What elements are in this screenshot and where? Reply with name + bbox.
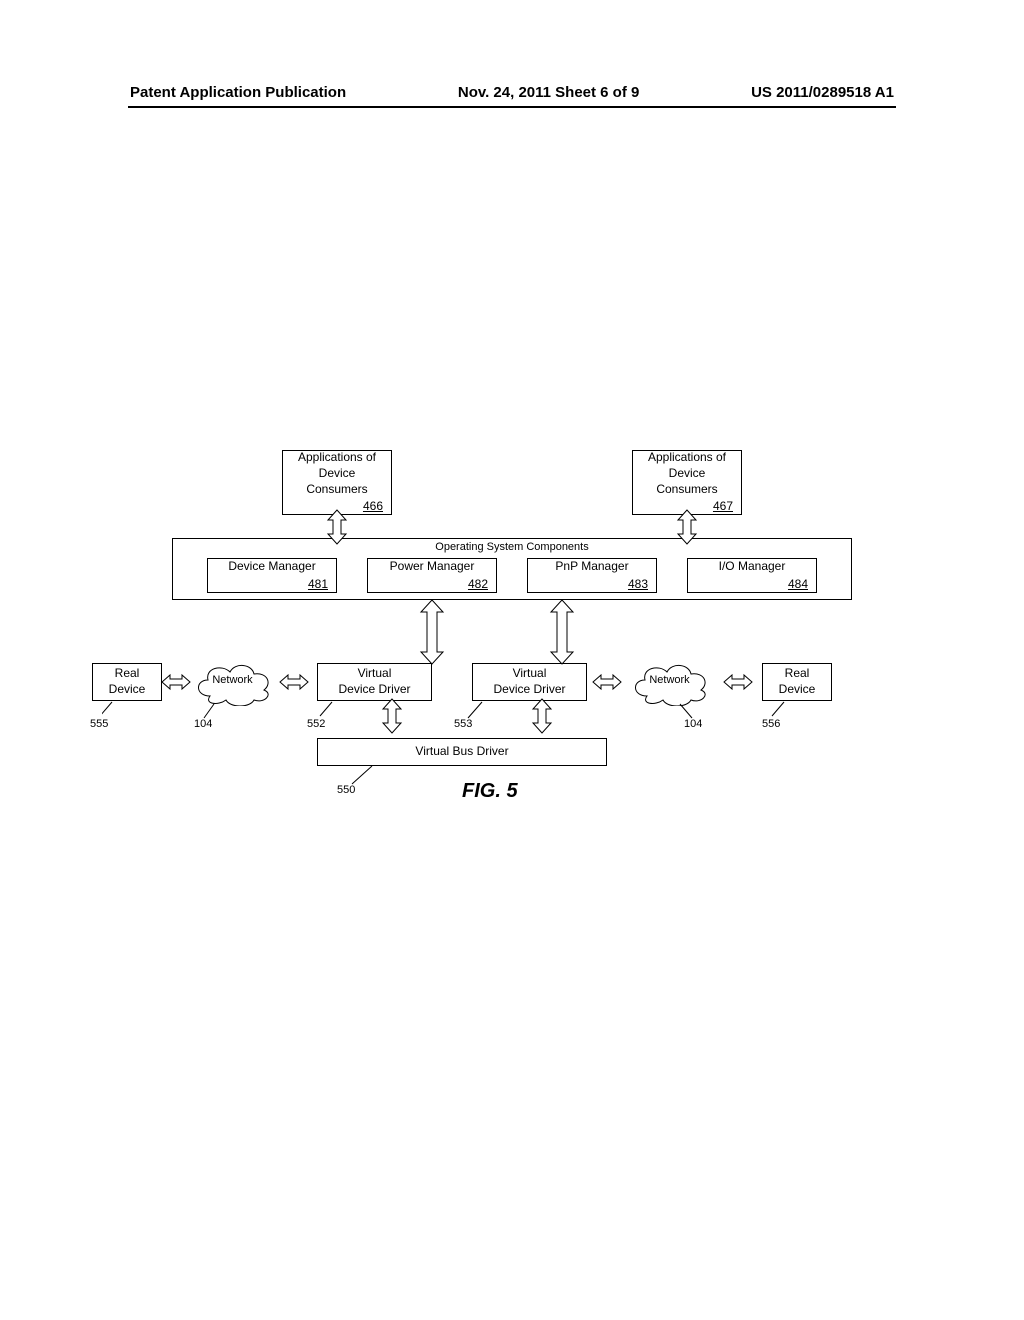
text: Device: [109, 682, 146, 698]
box-io-manager: I/O Manager 484: [687, 558, 817, 593]
text: Real: [785, 666, 810, 682]
page-header: Patent Application Publication Nov. 24, …: [130, 84, 894, 101]
box-virtual-bus-driver: Virtual Bus Driver: [317, 738, 607, 766]
ref: 484: [788, 577, 808, 593]
ref-550: 550: [337, 784, 355, 796]
box-applications-right: Applications of Device Consumers 467: [632, 450, 742, 515]
header-right: US 2011/0289518 A1: [751, 84, 894, 101]
text: Applications of: [298, 450, 376, 466]
cloud-label: Network: [190, 674, 275, 686]
ref: 483: [628, 577, 648, 593]
ref: 482: [468, 577, 488, 593]
header-rule: [128, 106, 896, 108]
ref-556: 556: [762, 718, 780, 730]
header-center: Nov. 24, 2011 Sheet 6 of 9: [458, 84, 639, 101]
ref-553: 553: [454, 718, 472, 730]
text: PnP Manager: [555, 559, 628, 575]
cloud-label: Network: [627, 674, 712, 686]
box-applications-left: Applications of Device Consumers 466: [282, 450, 392, 515]
arrows-overlay: [102, 450, 922, 830]
ref-552: 552: [307, 718, 325, 730]
ref-555: 555: [90, 718, 108, 730]
header-left: Patent Application Publication: [130, 84, 346, 101]
text: Virtual: [358, 666, 392, 682]
box-pnp-manager: PnP Manager 483: [527, 558, 657, 593]
cloud-network-left: Network: [190, 658, 275, 706]
cloud-network-right: Network: [627, 658, 712, 706]
text: Consumers: [656, 482, 717, 498]
text: Device Manager: [228, 559, 315, 575]
figure-5-diagram: Applications of Device Consumers 466 App…: [102, 450, 922, 830]
box-real-device-right: Real Device: [762, 663, 832, 701]
ref-104-right: 104: [684, 718, 702, 730]
box-device-manager: Device Manager 481: [207, 558, 337, 593]
text: Device: [669, 466, 706, 482]
box-real-device-left: Real Device: [92, 663, 162, 701]
figure-label: FIG. 5: [462, 780, 518, 803]
text: Device Driver: [493, 682, 565, 698]
ref: 467: [713, 499, 733, 515]
text: Virtual: [513, 666, 547, 682]
text: Consumers: [306, 482, 367, 498]
text: I/O Manager: [719, 559, 786, 575]
box-virtual-device-driver-right: Virtual Device Driver: [472, 663, 587, 701]
ref-104-left: 104: [194, 718, 212, 730]
text: Applications of: [648, 450, 726, 466]
text: Device Driver: [338, 682, 410, 698]
text: Real: [115, 666, 140, 682]
os-title: Operating System Components: [173, 541, 851, 553]
ref: 481: [308, 577, 328, 593]
text: Virtual Bus Driver: [415, 744, 508, 760]
box-power-manager: Power Manager 482: [367, 558, 497, 593]
box-virtual-device-driver-left: Virtual Device Driver: [317, 663, 432, 701]
text: Power Manager: [390, 559, 475, 575]
text: Device: [779, 682, 816, 698]
ref: 466: [363, 499, 383, 515]
text: Device: [319, 466, 356, 482]
